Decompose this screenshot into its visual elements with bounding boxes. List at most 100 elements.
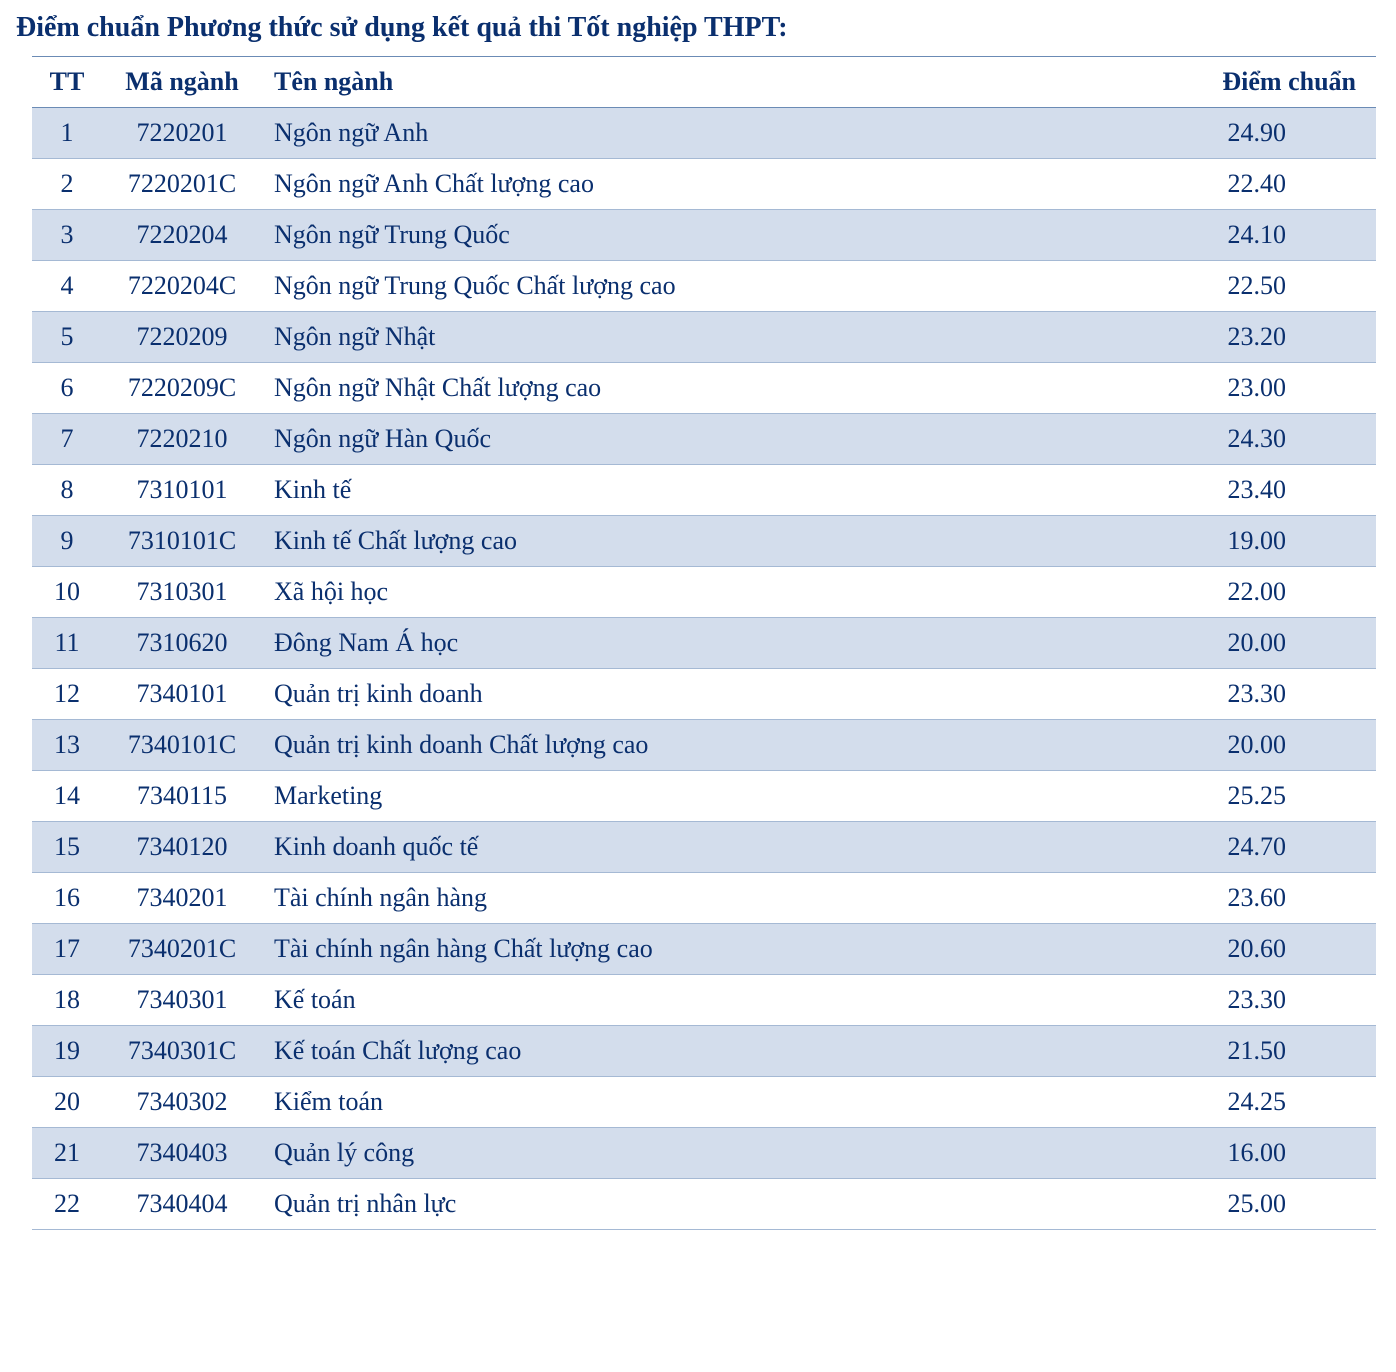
cell-score: 23.30 xyxy=(1176,975,1376,1026)
cell-score: 25.00 xyxy=(1176,1179,1376,1230)
cell-tt: 22 xyxy=(32,1179,102,1230)
cell-name: Kinh tế Chất lượng cao xyxy=(262,516,1176,567)
cell-tt: 9 xyxy=(32,516,102,567)
cell-name: Kinh tế xyxy=(262,465,1176,516)
cell-score: 24.30 xyxy=(1176,414,1376,465)
cell-score: 22.50 xyxy=(1176,261,1376,312)
header-score: Điểm chuẩn xyxy=(1176,57,1376,108)
table-container: TT Mã ngành Tên ngành Điểm chuẩn 1722020… xyxy=(12,56,1384,1230)
scores-table: TT Mã ngành Tên ngành Điểm chuẩn 1722020… xyxy=(32,56,1376,1230)
table-row: 227340404Quản trị nhân lực25.00 xyxy=(32,1179,1376,1230)
table-row: 187340301Kế toán23.30 xyxy=(32,975,1376,1026)
cell-code: 7310101C xyxy=(102,516,262,567)
cell-tt: 15 xyxy=(32,822,102,873)
cell-score: 23.60 xyxy=(1176,873,1376,924)
cell-tt: 19 xyxy=(32,1026,102,1077)
cell-code: 7310101 xyxy=(102,465,262,516)
table-row: 147340115Marketing25.25 xyxy=(32,771,1376,822)
cell-code: 7220201C xyxy=(102,159,262,210)
cell-tt: 12 xyxy=(32,669,102,720)
cell-tt: 20 xyxy=(32,1077,102,1128)
cell-name: Marketing xyxy=(262,771,1176,822)
cell-code: 7340403 xyxy=(102,1128,262,1179)
cell-tt: 6 xyxy=(32,363,102,414)
table-row: 127340101Quản trị kinh doanh23.30 xyxy=(32,669,1376,720)
cell-name: Quản trị nhân lực xyxy=(262,1179,1176,1230)
cell-score: 22.00 xyxy=(1176,567,1376,618)
cell-name: Ngôn ngữ Anh xyxy=(262,108,1176,159)
cell-score: 20.60 xyxy=(1176,924,1376,975)
cell-score: 24.90 xyxy=(1176,108,1376,159)
cell-name: Tài chính ngân hàng xyxy=(262,873,1176,924)
cell-code: 7340404 xyxy=(102,1179,262,1230)
table-row: 117310620Đông Nam Á học20.00 xyxy=(32,618,1376,669)
cell-tt: 1 xyxy=(32,108,102,159)
cell-name: Kế toán Chất lượng cao xyxy=(262,1026,1176,1077)
page-title: Điểm chuẩn Phương thức sử dụng kết quả t… xyxy=(12,12,1384,44)
cell-code: 7220201 xyxy=(102,108,262,159)
cell-tt: 7 xyxy=(32,414,102,465)
cell-name: Ngôn ngữ Nhật xyxy=(262,312,1176,363)
cell-name: Ngôn ngữ Hàn Quốc xyxy=(262,414,1176,465)
cell-code: 7220209C xyxy=(102,363,262,414)
cell-tt: 8 xyxy=(32,465,102,516)
table-row: 47220204CNgôn ngữ Trung Quốc Chất lượng … xyxy=(32,261,1376,312)
cell-name: Ngôn ngữ Anh Chất lượng cao xyxy=(262,159,1176,210)
header-tt: TT xyxy=(32,57,102,108)
table-row: 77220210Ngôn ngữ Hàn Quốc24.30 xyxy=(32,414,1376,465)
cell-name: Kinh doanh quốc tế xyxy=(262,822,1176,873)
cell-tt: 11 xyxy=(32,618,102,669)
cell-code: 7220209 xyxy=(102,312,262,363)
table-body: 17220201Ngôn ngữ Anh24.9027220201CNgôn n… xyxy=(32,108,1376,1230)
cell-score: 16.00 xyxy=(1176,1128,1376,1179)
table-row: 217340403Quản lý công16.00 xyxy=(32,1128,1376,1179)
cell-score: 20.00 xyxy=(1176,720,1376,771)
cell-name: Quản lý công xyxy=(262,1128,1176,1179)
cell-name: Quản trị kinh doanh Chất lượng cao xyxy=(262,720,1176,771)
table-row: 17220201Ngôn ngữ Anh24.90 xyxy=(32,108,1376,159)
cell-tt: 3 xyxy=(32,210,102,261)
table-row: 57220209Ngôn ngữ Nhật23.20 xyxy=(32,312,1376,363)
cell-tt: 17 xyxy=(32,924,102,975)
cell-score: 23.30 xyxy=(1176,669,1376,720)
cell-score: 24.25 xyxy=(1176,1077,1376,1128)
cell-code: 7340301C xyxy=(102,1026,262,1077)
table-header: TT Mã ngành Tên ngành Điểm chuẩn xyxy=(32,57,1376,108)
cell-code: 7340302 xyxy=(102,1077,262,1128)
table-row: 137340101CQuản trị kinh doanh Chất lượng… xyxy=(32,720,1376,771)
table-row: 177340201CTài chính ngân hàng Chất lượng… xyxy=(32,924,1376,975)
cell-code: 7340301 xyxy=(102,975,262,1026)
cell-score: 24.10 xyxy=(1176,210,1376,261)
cell-score: 23.00 xyxy=(1176,363,1376,414)
cell-name: Ngôn ngữ Trung Quốc xyxy=(262,210,1176,261)
cell-code: 7340101C xyxy=(102,720,262,771)
table-row: 197340301CKế toán Chất lượng cao21.50 xyxy=(32,1026,1376,1077)
cell-code: 7340120 xyxy=(102,822,262,873)
cell-score: 25.25 xyxy=(1176,771,1376,822)
table-row: 87310101Kinh tế23.40 xyxy=(32,465,1376,516)
cell-code: 7220204C xyxy=(102,261,262,312)
cell-tt: 21 xyxy=(32,1128,102,1179)
cell-tt: 10 xyxy=(32,567,102,618)
cell-score: 23.20 xyxy=(1176,312,1376,363)
cell-tt: 5 xyxy=(32,312,102,363)
cell-name: Đông Nam Á học xyxy=(262,618,1176,669)
table-row: 107310301Xã hội học22.00 xyxy=(32,567,1376,618)
cell-name: Xã hội học xyxy=(262,567,1176,618)
cell-code: 7220210 xyxy=(102,414,262,465)
cell-code: 7310620 xyxy=(102,618,262,669)
table-row: 97310101CKinh tế Chất lượng cao19.00 xyxy=(32,516,1376,567)
cell-tt: 14 xyxy=(32,771,102,822)
cell-tt: 4 xyxy=(32,261,102,312)
cell-score: 20.00 xyxy=(1176,618,1376,669)
cell-name: Tài chính ngân hàng Chất lượng cao xyxy=(262,924,1176,975)
cell-score: 22.40 xyxy=(1176,159,1376,210)
table-row: 27220201CNgôn ngữ Anh Chất lượng cao22.4… xyxy=(32,159,1376,210)
cell-score: 19.00 xyxy=(1176,516,1376,567)
cell-name: Quản trị kinh doanh xyxy=(262,669,1176,720)
cell-code: 7340101 xyxy=(102,669,262,720)
cell-name: Ngôn ngữ Trung Quốc Chất lượng cao xyxy=(262,261,1176,312)
header-code: Mã ngành xyxy=(102,57,262,108)
cell-code: 7340201C xyxy=(102,924,262,975)
cell-score: 21.50 xyxy=(1176,1026,1376,1077)
